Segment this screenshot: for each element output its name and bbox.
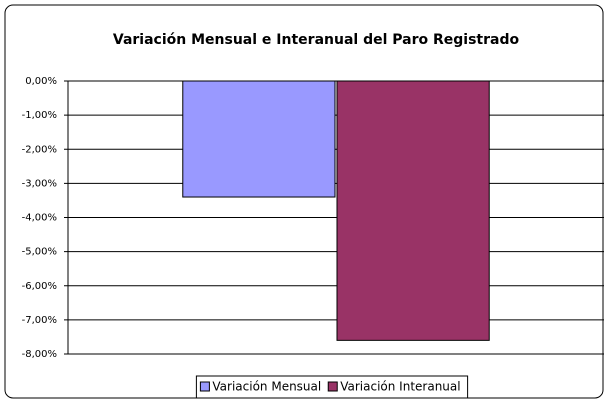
y-tick-label: -6,00%	[22, 281, 57, 292]
legend-label: Variación Interanual	[340, 380, 460, 394]
legend-swatch	[199, 381, 210, 392]
y-tick-label: -4,00%	[22, 213, 57, 224]
bar	[336, 80, 490, 341]
y-tick-label: -7,00%	[22, 315, 57, 326]
chart-title: Variación Mensual e Interanual del Paro …	[113, 32, 520, 48]
bar	[182, 80, 336, 198]
y-tick-label: -2,00%	[22, 144, 57, 155]
chart-border	[4, 4, 604, 399]
y-tick-label: -1,00%	[22, 110, 57, 121]
y-tick-label: -5,00%	[22, 247, 57, 258]
y-tick-label: -8,00%	[22, 349, 57, 360]
y-tick-label: 0,00%	[25, 76, 57, 87]
legend-swatch	[327, 381, 338, 392]
y-tick-label: -3,00%	[22, 178, 57, 189]
legend-label: Variación Mensual	[212, 380, 321, 394]
